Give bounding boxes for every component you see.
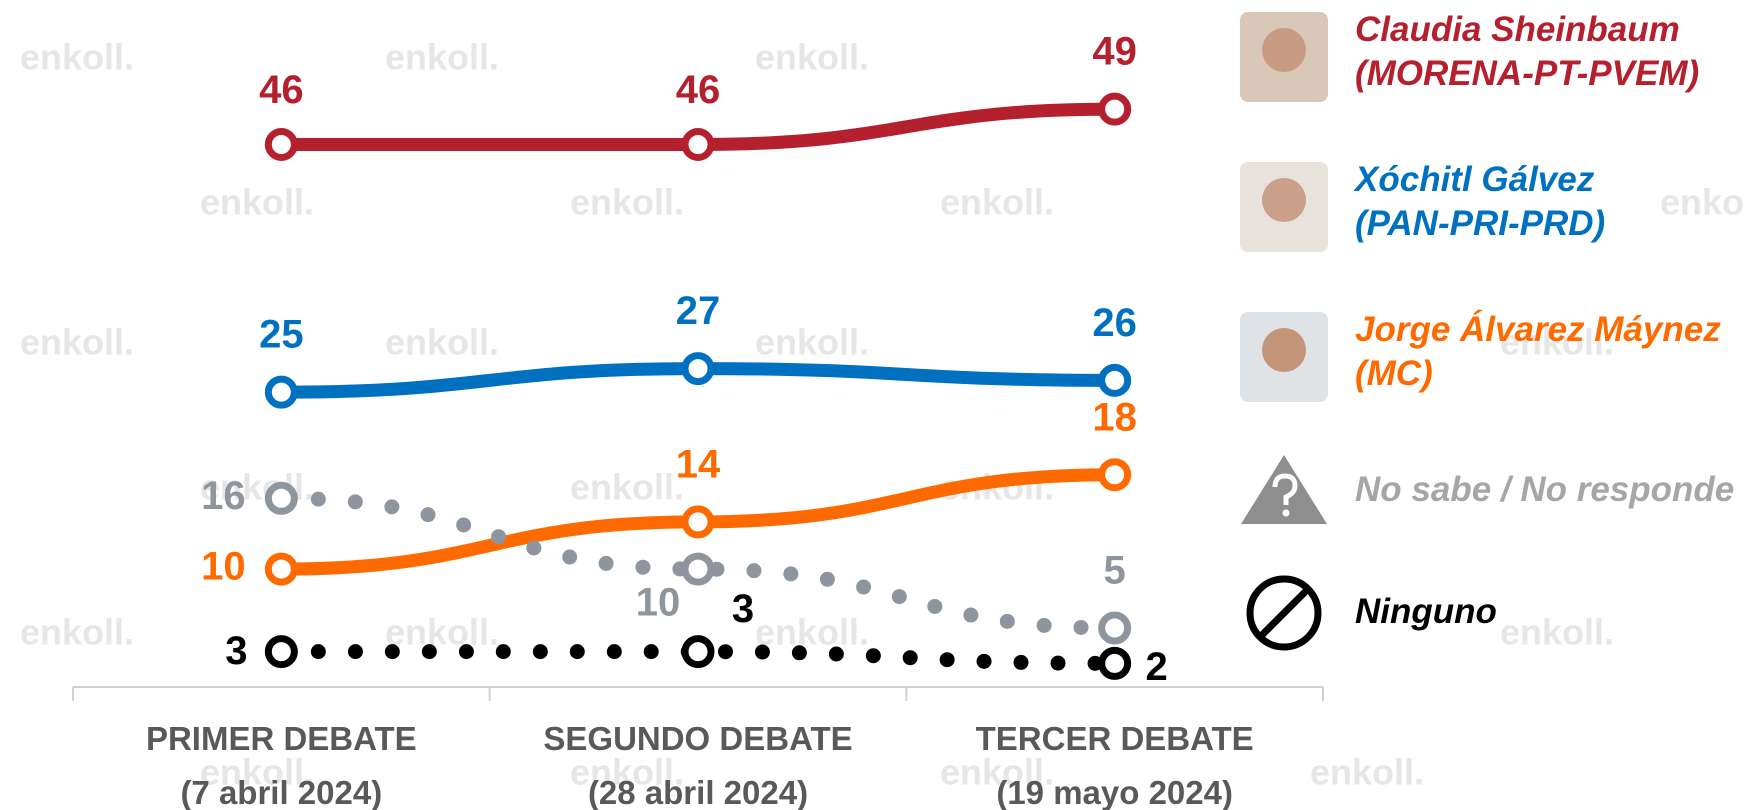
watermark: enkoll.	[385, 322, 499, 363]
value-label: 16	[201, 474, 246, 518]
value-label: 10	[636, 581, 681, 625]
value-label: 18	[1092, 395, 1137, 439]
value-label: 26	[1092, 301, 1137, 345]
watermark: enkoll.	[1500, 612, 1614, 653]
value-label: 2	[1146, 645, 1168, 689]
watermark: enkoll.	[755, 322, 869, 363]
point	[268, 556, 294, 582]
value-label: 27	[676, 289, 721, 333]
watermark: enkoll.	[1660, 182, 1745, 223]
watermark: enkoll.	[755, 612, 869, 653]
value-label: 3	[732, 587, 754, 631]
x-tick-label: PRIMER DEBATE (7 abril 2024)	[91, 712, 471, 810]
value-label: 3	[225, 629, 247, 673]
point	[268, 132, 294, 158]
photo-face	[1262, 178, 1306, 222]
photo-face	[1262, 28, 1306, 72]
plot: enkoll. enkoll. enkoll. enkoll. enkoll. enkol…	[0, 0, 1745, 810]
point	[1102, 96, 1128, 122]
watermark: enkoll.	[20, 37, 134, 78]
legend-entry: No sabe / No responde	[1355, 468, 1734, 512]
point	[685, 509, 711, 535]
point	[268, 485, 294, 511]
value-label: 10	[201, 545, 246, 589]
watermark: enkoll.	[570, 467, 684, 508]
point	[1102, 367, 1128, 393]
value-label: 14	[676, 442, 721, 486]
value-label: 46	[259, 68, 304, 112]
photo-face	[1262, 328, 1306, 372]
watermark: enkoll.	[385, 37, 499, 78]
unknown-icon-dot	[1283, 510, 1290, 517]
point	[685, 556, 711, 582]
point	[685, 639, 711, 665]
watermark: enkoll.	[940, 182, 1054, 223]
watermark: enkoll.	[20, 612, 134, 653]
value-label: 25	[259, 313, 304, 357]
point	[685, 356, 711, 382]
value-label: 46	[676, 68, 721, 112]
legend-entry: Claudia Sheinbaum (MORENA-PT-PVEM)	[1355, 8, 1699, 96]
watermark: enkoll.	[1310, 752, 1424, 793]
x-tick-label: SEGUNDO DEBATE (28 abril 2024)	[508, 712, 888, 810]
chart: enkoll. enkoll. enkoll. enkoll. enkoll. enkol…	[0, 0, 1745, 810]
watermark: enkoll.	[20, 322, 134, 363]
legend-entry: Xóchitl Gálvez (PAN-PRI-PRD)	[1355, 158, 1605, 246]
legend-entry: Jorge Álvarez Máynez (MC)	[1355, 308, 1721, 396]
watermark: enkoll.	[755, 37, 869, 78]
x-tick-label: TERCER DEBATE (19 mayo 2024)	[925, 712, 1305, 810]
none-icon-slash	[1260, 589, 1308, 637]
point	[685, 132, 711, 158]
legend-icons	[1240, 12, 1328, 647]
point	[1102, 650, 1128, 676]
value-label: 49	[1092, 30, 1137, 74]
watermark: enkoll.	[385, 612, 499, 653]
watermark: enkoll.	[200, 182, 314, 223]
point	[268, 379, 294, 405]
point	[1102, 462, 1128, 488]
point	[268, 639, 294, 665]
legend-entry: Ninguno	[1355, 590, 1497, 634]
watermark: enkoll.	[570, 182, 684, 223]
point	[1102, 615, 1128, 641]
value-label: 5	[1104, 549, 1126, 593]
